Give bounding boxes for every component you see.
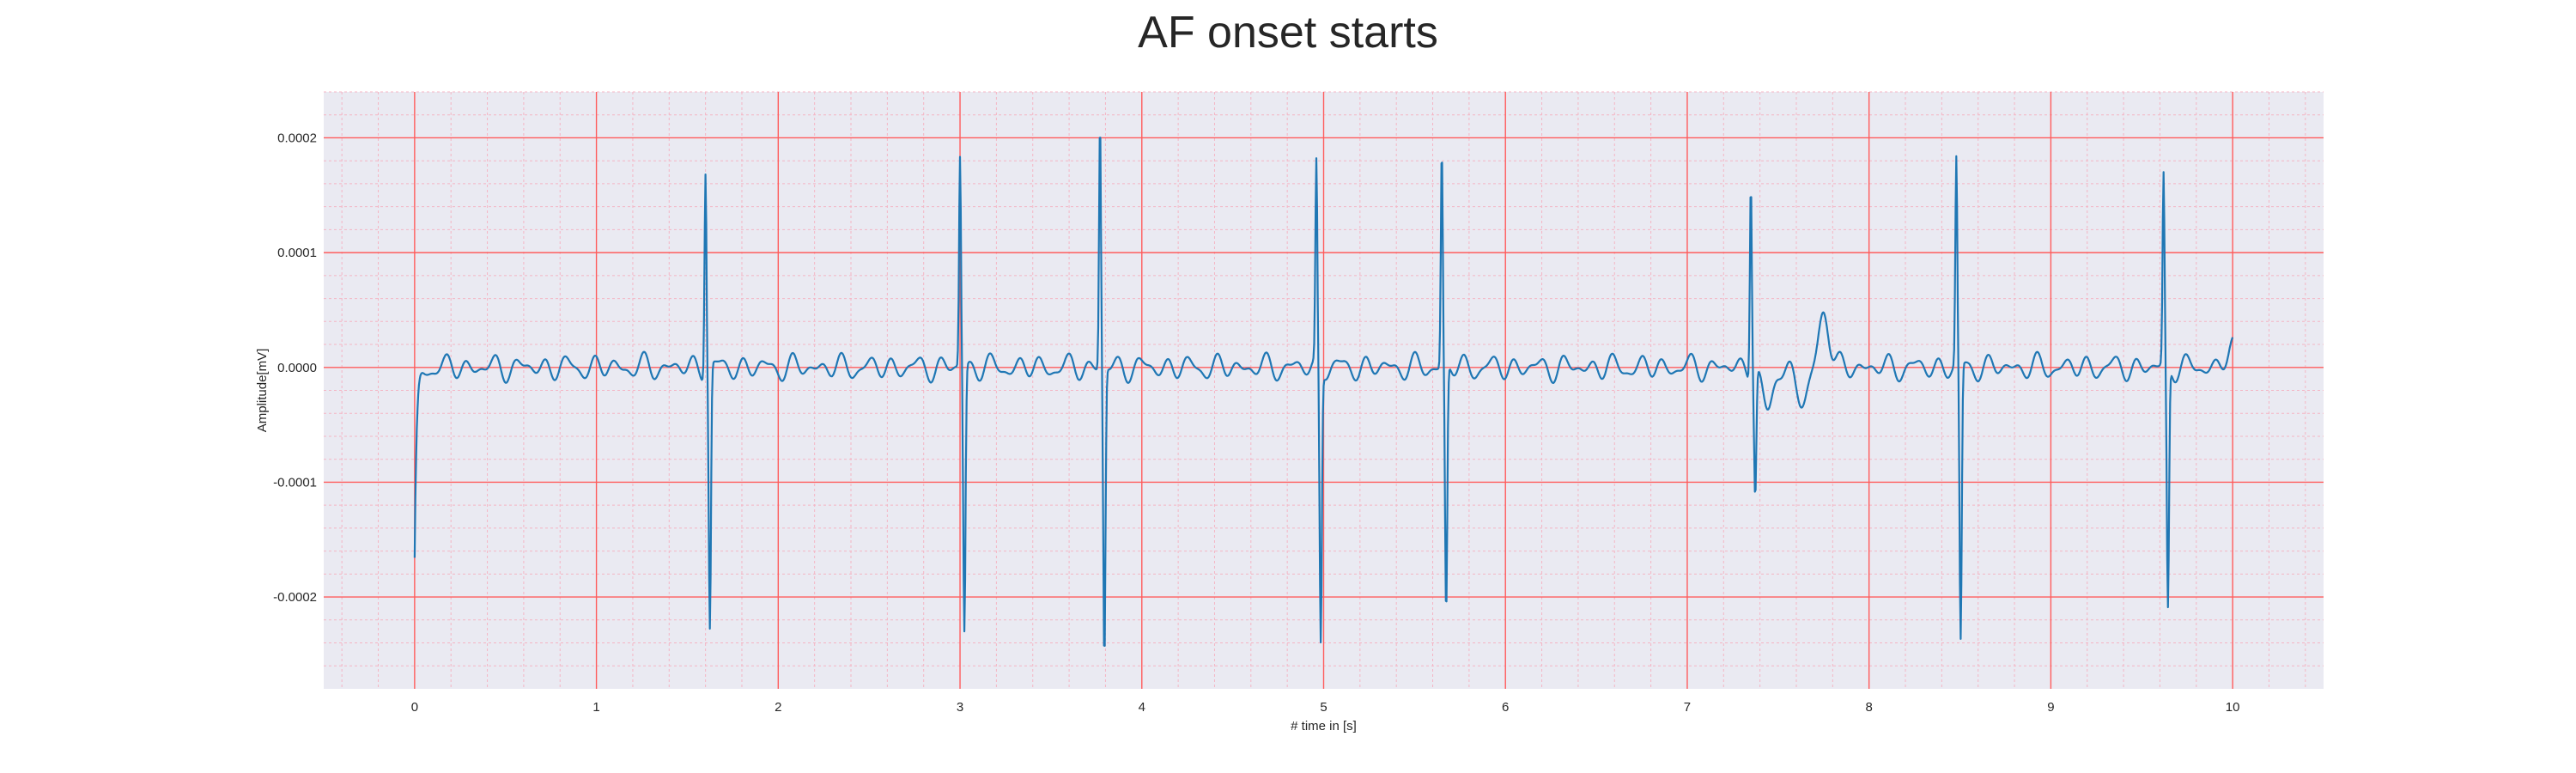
- x-tick-label: 1: [592, 700, 599, 715]
- y-tick-label: -0.0001: [273, 475, 317, 490]
- y-tick-label: 0.0002: [277, 131, 317, 145]
- plot-area: [324, 91, 2324, 689]
- y-axis-label: Amplitude[mV]: [255, 349, 270, 433]
- x-tick-label: 5: [1320, 700, 1327, 715]
- x-tick-label: 2: [775, 700, 781, 715]
- x-tick-label: 8: [1866, 700, 1873, 715]
- y-tick-label: 0.0000: [277, 361, 317, 375]
- x-tick-label: 9: [2047, 700, 2054, 715]
- y-tick-label: -0.0002: [273, 590, 317, 605]
- x-axis-ticks: 0 1 2 3 4 5 6 7 8 9 10: [411, 700, 2240, 715]
- x-tick-label: 6: [1502, 700, 1509, 715]
- x-tick-label: 7: [1684, 700, 1691, 715]
- x-tick-label: 10: [2226, 700, 2240, 715]
- x-axis-label: # time in [s]: [1291, 719, 1357, 733]
- x-tick-label: 0: [411, 700, 418, 715]
- ecg-series-line: [413, 137, 2234, 647]
- chart-title: AF onset starts: [1138, 8, 1438, 58]
- y-axis-ticks: 0.0002 0.0001 0.0000 -0.0001 -0.0002: [273, 131, 317, 605]
- x-tick-label: 3: [957, 700, 963, 715]
- x-tick-label: 4: [1139, 700, 1145, 715]
- y-tick-label: 0.0001: [277, 246, 317, 260]
- major-grid: [324, 92, 2324, 689]
